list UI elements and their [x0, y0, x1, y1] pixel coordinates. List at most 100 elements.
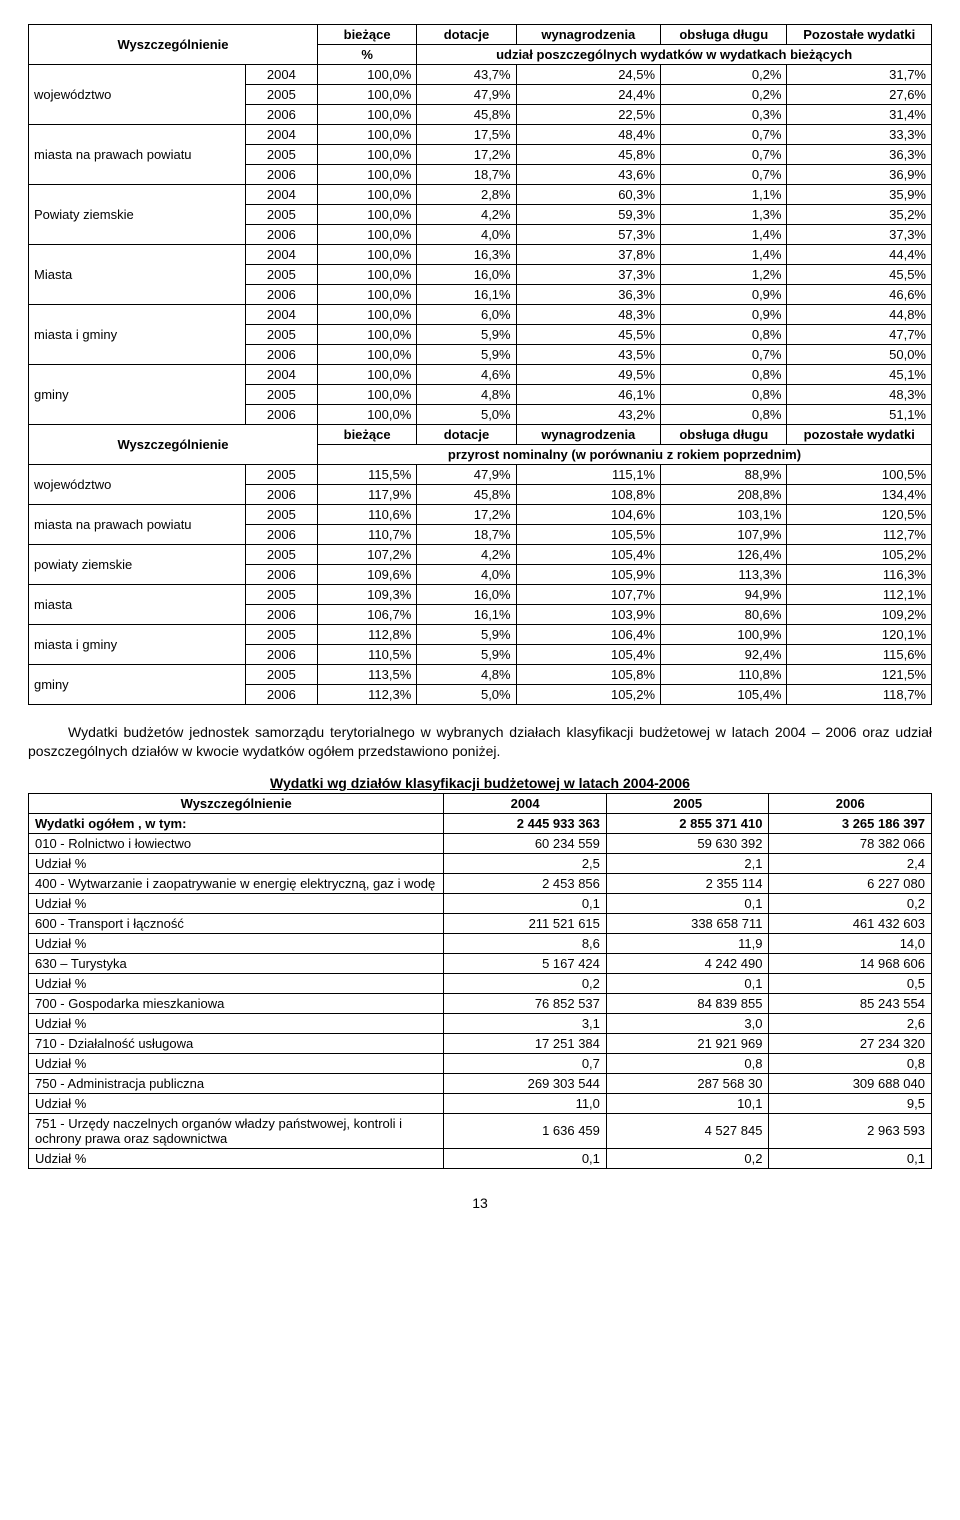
t2-cell: 14,0: [769, 933, 932, 953]
t1-cell: 36,3%: [787, 145, 932, 165]
t1-cell: 24,4%: [516, 85, 660, 105]
t1-cell2: 112,1%: [787, 585, 932, 605]
t2-cell: 2 963 593: [769, 1113, 932, 1148]
t1-cell: 1,1%: [661, 185, 787, 205]
t2-cell: 2 445 933 363: [444, 813, 607, 833]
t1-cell: 2004: [245, 245, 317, 265]
t2-cell: 3 265 186 397: [769, 813, 932, 833]
t1-cell: 2005: [245, 145, 317, 165]
t2-cell: 0,1: [606, 893, 769, 913]
t1-cell: 2004: [245, 185, 317, 205]
t1-cell: 2005: [245, 205, 317, 225]
t2-cell: 309 688 040: [769, 1073, 932, 1093]
t2-cell: 4 527 845: [606, 1113, 769, 1148]
t1-cell2: 107,2%: [317, 545, 416, 565]
t2-cell: Udział %: [29, 893, 444, 913]
t2-cell: 461 432 603: [769, 913, 932, 933]
t2-cell: Udział %: [29, 1013, 444, 1033]
t1-cell2: 126,4%: [661, 545, 787, 565]
t1-cell: 47,9%: [417, 85, 516, 105]
t1-cell: 0,7%: [661, 145, 787, 165]
t1-cell2: 110,7%: [317, 525, 416, 545]
t1-head2-sub: przyrost nominalny (w porównaniu z rokie…: [317, 445, 931, 465]
t1-cell: 2006: [245, 345, 317, 365]
t2-cell: Wydatki ogółem , w tym:: [29, 813, 444, 833]
t2-head: Wyszczególnienie: [29, 793, 444, 813]
t2-cell: Udział %: [29, 1148, 444, 1168]
t1-cell: 100,0%: [317, 185, 416, 205]
t2-cell: 0,8: [769, 1053, 932, 1073]
t1-cell: 45,1%: [787, 365, 932, 385]
t1-group-label: gminy: [29, 365, 246, 425]
t1-group-label: miasta i gminy: [29, 305, 246, 365]
t2-cell: 85 243 554: [769, 993, 932, 1013]
t1-cell2: 118,7%: [787, 685, 932, 705]
t2-cell: 0,2: [769, 893, 932, 913]
page-number: 13: [28, 1195, 932, 1211]
t1-cell2: 16,1%: [417, 605, 516, 625]
t1-cell2: 2006: [245, 525, 317, 545]
t1-cell2: 112,8%: [317, 625, 416, 645]
t2-cell: 338 658 711: [606, 913, 769, 933]
t1-cell: 44,4%: [787, 245, 932, 265]
t1-cell: 100,0%: [317, 125, 416, 145]
t1-head-udz: udział poszczególnych wydatków w wydatka…: [417, 45, 932, 65]
t1-head-poz: Pozostałe wydatki: [787, 25, 932, 45]
t1-head-dot: dotacje: [417, 25, 516, 45]
t1-cell2: 92,4%: [661, 645, 787, 665]
t1-cell: 37,8%: [516, 245, 660, 265]
t1-cell2: 110,8%: [661, 665, 787, 685]
t1-cell2: 115,5%: [317, 465, 416, 485]
t1-cell: 4,0%: [417, 225, 516, 245]
t1-cell2: 107,7%: [516, 585, 660, 605]
t2-cell: 1 636 459: [444, 1113, 607, 1148]
t2-cell: 59 630 392: [606, 833, 769, 853]
t1-cell: 4,8%: [417, 385, 516, 405]
t1-cell2: 105,9%: [516, 565, 660, 585]
t1-cell: 2006: [245, 285, 317, 305]
t1-cell2: 105,2%: [516, 685, 660, 705]
t1-cell: 100,0%: [317, 345, 416, 365]
t2-cell: 2,1: [606, 853, 769, 873]
t1-cell: 0,3%: [661, 105, 787, 125]
t1-group-label: miasta na prawach powiatu: [29, 125, 246, 185]
t1-cell: 0,7%: [661, 125, 787, 145]
t1-cell2: 16,0%: [417, 585, 516, 605]
t1-cell: 44,8%: [787, 305, 932, 325]
t1-group2-label: miasta na prawach powiatu: [29, 505, 246, 545]
t1-cell: 100,0%: [317, 365, 416, 385]
t1-cell2: 116,3%: [787, 565, 932, 585]
t2-cell: 2,4: [769, 853, 932, 873]
t1-head2-biez: bieżące: [317, 425, 416, 445]
t1-group-label: Miasta: [29, 245, 246, 305]
t1-cell: 4,2%: [417, 205, 516, 225]
t1-cell2: 115,1%: [516, 465, 660, 485]
t1-head2-wysz: Wyszczególnienie: [29, 425, 318, 465]
t1-cell2: 121,5%: [787, 665, 932, 685]
t2-cell: 8,6: [444, 933, 607, 953]
t1-cell: 4,6%: [417, 365, 516, 385]
t2-cell: 700 - Gospodarka mieszkaniowa: [29, 993, 444, 1013]
t2-cell: 17 251 384: [444, 1033, 607, 1053]
t1-cell2: 107,9%: [661, 525, 787, 545]
t1-cell2: 2006: [245, 605, 317, 625]
t1-cell2: 94,9%: [661, 585, 787, 605]
t1-cell2: 109,6%: [317, 565, 416, 585]
t2-cell: Udział %: [29, 973, 444, 993]
t1-cell2: 112,3%: [317, 685, 416, 705]
t1-cell2: 120,1%: [787, 625, 932, 645]
t1-head-wyn: wynagrodzenia: [516, 25, 660, 45]
t1-cell: 0,9%: [661, 285, 787, 305]
body-paragraph: Wydatki budżetów jednostek samorządu ter…: [28, 723, 932, 761]
t1-head-pct: %: [317, 45, 416, 65]
t1-cell: 1,3%: [661, 205, 787, 225]
t1-cell: 1,2%: [661, 265, 787, 285]
t2-cell: 0,1: [444, 1148, 607, 1168]
t2-head: 2006: [769, 793, 932, 813]
t1-cell2: 4,0%: [417, 565, 516, 585]
t2-cell: 6 227 080: [769, 873, 932, 893]
t1-group-label: Powiaty ziemskie: [29, 185, 246, 245]
t1-cell: 100,0%: [317, 245, 416, 265]
t1-cell: 0,2%: [661, 85, 787, 105]
t1-cell: 57,3%: [516, 225, 660, 245]
